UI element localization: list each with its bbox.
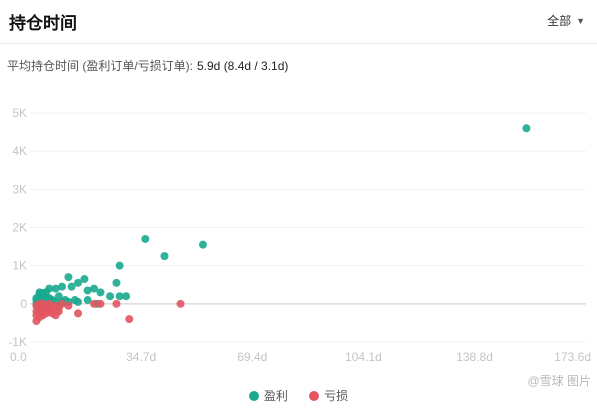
- y-tick-label: 1K: [12, 259, 27, 273]
- profit-point: [96, 288, 105, 297]
- legend-profit-label: 盈利: [263, 389, 288, 403]
- holding-time-summary: 平均持仓时间 (盈利订单/亏损订单): 5.9d (8.4d / 3.1d): [7, 57, 288, 74]
- legend-profit-marker: [248, 391, 259, 401]
- loss-point: [74, 309, 83, 318]
- caret-down-icon: ▼: [576, 16, 585, 26]
- x-tick-label: 138.8d: [456, 350, 493, 364]
- x-tick-label: 34.7d: [126, 350, 156, 364]
- loss-point: [112, 299, 121, 308]
- filter-label: 全部: [547, 14, 572, 28]
- profit-point: [83, 296, 92, 305]
- profit-point: [160, 252, 169, 261]
- profit-point: [198, 240, 207, 249]
- page-title: 持仓时间: [9, 14, 77, 33]
- profit-point: [67, 282, 76, 291]
- loss-point: [90, 299, 99, 308]
- filter-dropdown[interactable]: 全部 ▼: [547, 12, 585, 29]
- x-tick-label: 104.1d: [345, 350, 382, 364]
- legend-item-profit[interactable]: 盈利: [248, 387, 288, 404]
- watermark: @雪球 图片: [527, 374, 591, 388]
- legend-loss-label: 亏损: [324, 389, 349, 403]
- profit-point: [80, 275, 89, 284]
- profit-point: [83, 286, 92, 295]
- loss-point: [64, 301, 73, 310]
- profit-point: [51, 284, 60, 293]
- y-tick-label: -1K: [8, 335, 27, 349]
- x-tick-label: 69.4d: [237, 350, 267, 364]
- loss-point: [176, 299, 185, 308]
- loss-point: [58, 299, 67, 308]
- chart-legend: 盈利 亏损: [0, 387, 597, 404]
- profit-point: [122, 292, 131, 301]
- profit-point: [106, 292, 115, 301]
- loss-point: [38, 299, 47, 308]
- profit-point: [115, 261, 124, 270]
- summary-label: 平均持仓时间 (盈利订单/亏损订单):: [7, 59, 193, 73]
- y-tick-label: 5K: [12, 106, 27, 120]
- legend-loss-marker: [309, 391, 320, 401]
- summary-value: 5.9d (8.4d / 3.1d): [197, 59, 289, 73]
- profit-point: [64, 273, 73, 282]
- legend-item-loss[interactable]: 亏损: [309, 387, 348, 404]
- x-tick-label: 0.0: [10, 350, 27, 364]
- y-tick-label: 3K: [12, 182, 27, 196]
- profit-point: [112, 278, 121, 287]
- profit-point: [58, 282, 67, 291]
- profit-point: [74, 278, 83, 287]
- profit-point: [141, 234, 150, 243]
- profit-point: [522, 124, 531, 133]
- y-tick-label: 2K: [12, 221, 27, 235]
- x-tick-label: 173.6d: [554, 350, 591, 364]
- profit-point: [90, 284, 99, 293]
- loss-point: [125, 315, 134, 324]
- y-tick-label: 4K: [12, 144, 27, 158]
- chart-header: 持仓时间 全部 ▼: [0, 0, 597, 44]
- loss-point: [96, 299, 105, 308]
- profit-point: [38, 292, 47, 301]
- y-tick-label: 0: [20, 297, 27, 311]
- profit-point: [74, 297, 83, 306]
- profit-point: [115, 292, 124, 301]
- loss-point: [45, 307, 54, 316]
